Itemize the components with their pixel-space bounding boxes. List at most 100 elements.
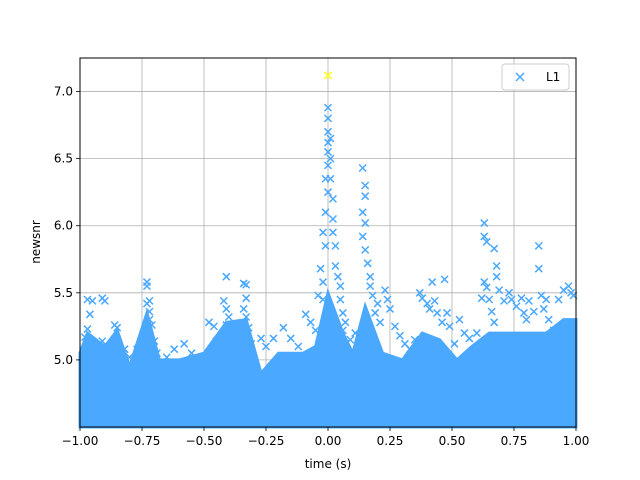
scatter-point bbox=[227, 339, 236, 348]
scatter-point bbox=[120, 345, 129, 354]
scatter-point bbox=[279, 323, 288, 332]
x-tick-label: −0.50 bbox=[186, 434, 223, 448]
scatter-point bbox=[361, 219, 370, 228]
scatter-point bbox=[224, 326, 233, 335]
scatter-point bbox=[383, 295, 392, 304]
y-tick-label: 5.5 bbox=[54, 286, 73, 300]
scatter-point bbox=[336, 282, 345, 291]
highlight-point bbox=[323, 71, 333, 80]
scatter-point bbox=[142, 299, 151, 308]
y-tick-label: 5.0 bbox=[54, 353, 73, 367]
scatter-point bbox=[224, 312, 233, 322]
scatter-point bbox=[239, 304, 248, 313]
scatter-point bbox=[152, 349, 161, 358]
x-axis-label: time (s) bbox=[305, 457, 352, 471]
scatter-point bbox=[142, 326, 151, 335]
scatter-point bbox=[492, 272, 501, 281]
scatter-point bbox=[150, 337, 159, 346]
scatter-point bbox=[480, 278, 489, 287]
scatter-point bbox=[368, 291, 377, 300]
scatter-point bbox=[485, 295, 494, 304]
scatter-point bbox=[331, 241, 340, 250]
dense-band-area bbox=[78, 287, 578, 429]
scatter-point bbox=[319, 278, 328, 287]
scatter-point bbox=[373, 299, 382, 308]
scatter-point bbox=[507, 295, 516, 304]
loudest-trigger-marker bbox=[323, 71, 333, 80]
scatter-point bbox=[170, 345, 179, 354]
scatter-point bbox=[512, 302, 521, 311]
scatter-point bbox=[311, 326, 320, 335]
scatter-point bbox=[371, 308, 380, 317]
scatter-point bbox=[83, 325, 92, 334]
scatter-point bbox=[162, 353, 171, 362]
scatter-point bbox=[326, 174, 335, 183]
scatter-point bbox=[100, 296, 109, 305]
scatter-point bbox=[490, 318, 499, 327]
scatter-point bbox=[323, 114, 333, 123]
scatter-point bbox=[214, 349, 223, 358]
scatter-point bbox=[492, 261, 501, 271]
scatter-point bbox=[358, 163, 367, 173]
scatter-point bbox=[438, 318, 447, 327]
scatter-point bbox=[363, 259, 372, 268]
scatter-point bbox=[542, 295, 551, 304]
x-tick-label: 0.25 bbox=[377, 434, 404, 448]
scatter-point bbox=[517, 294, 526, 303]
scatter-point bbox=[247, 339, 256, 348]
y-tick-label: 7.0 bbox=[54, 85, 73, 99]
scatter-point bbox=[351, 329, 360, 338]
scatter-point bbox=[187, 349, 196, 358]
legend-marker-x bbox=[515, 72, 525, 82]
scatter-point bbox=[341, 318, 350, 327]
scatter-point bbox=[142, 282, 151, 291]
scatter-point bbox=[145, 307, 154, 316]
scatter-point bbox=[361, 181, 370, 190]
y-axis-label: newsnr bbox=[29, 220, 43, 264]
scatter-point bbox=[326, 134, 335, 143]
scatter-point bbox=[529, 307, 538, 316]
x-tick-label: −0.25 bbox=[248, 434, 285, 448]
scatter-point bbox=[361, 245, 370, 254]
scatter-point bbox=[385, 304, 395, 313]
scatter-point bbox=[219, 334, 228, 343]
scatter-point bbox=[321, 208, 330, 217]
scatter-point bbox=[338, 308, 347, 317]
scatter-point bbox=[415, 288, 424, 297]
scatter-point bbox=[505, 288, 514, 297]
scatter-point bbox=[519, 308, 528, 317]
scatter-point bbox=[242, 280, 251, 289]
scatter-point bbox=[242, 294, 251, 303]
scatter-point bbox=[361, 192, 370, 201]
scatter-point bbox=[98, 337, 107, 346]
scatter-point bbox=[321, 241, 330, 250]
scatter-point bbox=[405, 345, 414, 354]
y-axis-ticks: 5.0 5.5 6.0 6.5 7.0 bbox=[54, 85, 80, 367]
scatter-point bbox=[333, 272, 342, 281]
scatter-point bbox=[314, 291, 323, 300]
scatter-point bbox=[423, 299, 432, 308]
scatter-point bbox=[323, 161, 333, 170]
x-tick-label: 1.00 bbox=[563, 434, 590, 448]
scatter-point bbox=[338, 326, 347, 335]
scatter-point bbox=[316, 339, 325, 348]
scatter-point bbox=[482, 237, 491, 246]
scatter-point bbox=[319, 228, 328, 237]
scatter-point bbox=[477, 294, 486, 303]
scatter-point bbox=[445, 322, 454, 331]
x-tick-label: 0.00 bbox=[315, 434, 342, 448]
scatter-point bbox=[286, 334, 295, 343]
scatter-point bbox=[440, 275, 449, 284]
scatter-point bbox=[358, 232, 367, 241]
x-tick-label: 0.75 bbox=[501, 434, 528, 448]
scatter-point bbox=[323, 188, 333, 197]
scatter-point bbox=[219, 296, 228, 305]
scatter-point bbox=[209, 322, 218, 331]
y-tick-label: 6.0 bbox=[54, 219, 73, 233]
scatter-point bbox=[323, 147, 333, 156]
scatter-points bbox=[80, 103, 578, 362]
scatter-point bbox=[212, 337, 221, 346]
scatter-point bbox=[316, 264, 325, 273]
scatter-point bbox=[257, 334, 266, 343]
